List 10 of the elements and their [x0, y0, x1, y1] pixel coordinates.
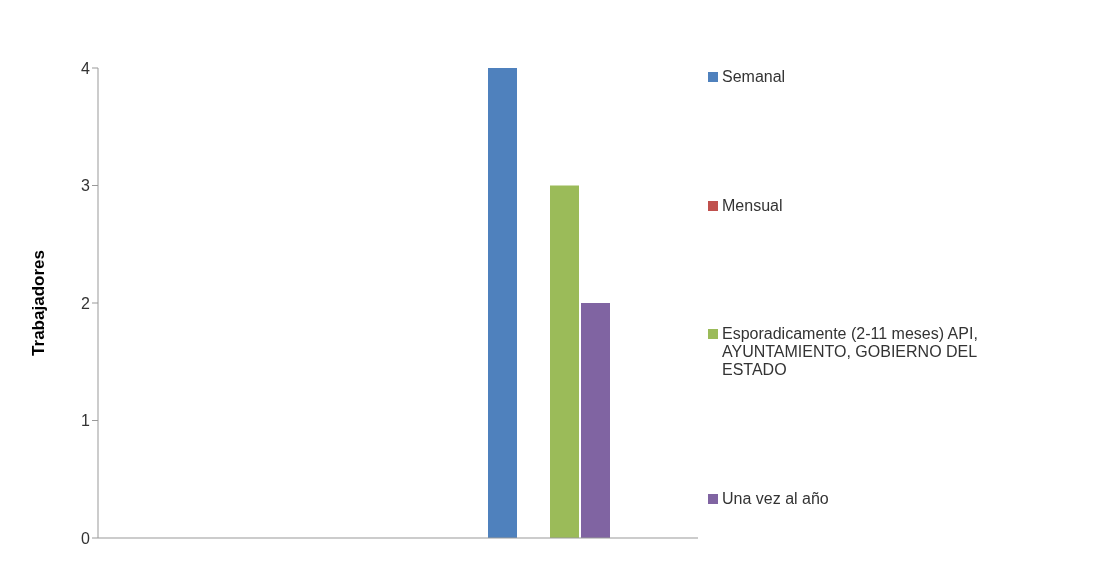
legend-label: Semanal	[722, 68, 787, 86]
y-tick-label: 1	[81, 412, 91, 430]
y-tick-label: 2	[81, 294, 91, 312]
y-tick-label: 0	[81, 529, 91, 547]
y-tick-label: 4	[81, 59, 91, 77]
legend-label: Una vez al año	[722, 489, 830, 508]
y-axis-title: Trabajadores	[29, 250, 49, 356]
legend-label: Mensual	[722, 196, 784, 215]
y-tick-label: 3	[81, 177, 91, 195]
legend-label: Esporadicamente (2-11 meses) API, AYUNTAMIENTO, GOBIERNO DEL ESTADO	[722, 325, 979, 380]
